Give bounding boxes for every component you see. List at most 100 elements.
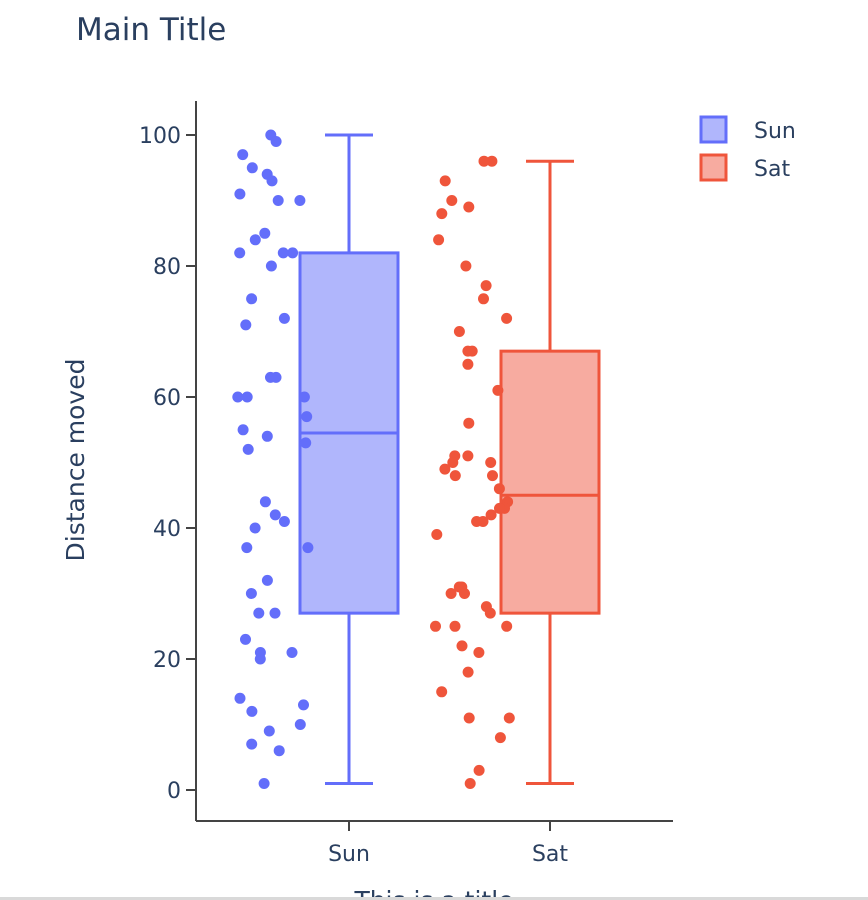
- y-tick-label: 40: [153, 517, 181, 542]
- data-point[interactable]: [485, 509, 497, 521]
- data-point[interactable]: [487, 470, 498, 482]
- data-point[interactable]: [471, 516, 483, 527]
- data-point[interactable]: [278, 312, 290, 324]
- data-point[interactable]: [234, 188, 246, 200]
- data-point[interactable]: [456, 640, 468, 652]
- data-point[interactable]: [254, 653, 266, 665]
- data-point[interactable]: [430, 620, 441, 632]
- data-point[interactable]: [277, 247, 289, 259]
- data-point[interactable]: [460, 260, 472, 272]
- data-point[interactable]: [246, 705, 258, 717]
- data-point[interactable]: [463, 417, 475, 429]
- data-point[interactable]: [278, 516, 290, 527]
- data-point[interactable]: [485, 457, 497, 468]
- data-point[interactable]: [431, 529, 443, 540]
- data-point[interactable]: [294, 719, 306, 730]
- data-point[interactable]: [294, 195, 306, 206]
- data-point[interactable]: [246, 293, 258, 305]
- data-point[interactable]: [253, 607, 265, 619]
- data-point[interactable]: [246, 162, 258, 174]
- legend-item-sun[interactable]: Sun: [699, 115, 796, 144]
- data-point[interactable]: [232, 391, 244, 403]
- legend-item-sat[interactable]: Sat: [699, 153, 790, 182]
- data-point[interactable]: [270, 136, 282, 147]
- data-point[interactable]: [287, 247, 299, 259]
- legend-swatch: [699, 115, 728, 144]
- data-point[interactable]: [286, 647, 298, 658]
- data-point[interactable]: [446, 195, 458, 206]
- data-point[interactable]: [459, 588, 470, 599]
- data-point[interactable]: [240, 633, 251, 645]
- data-point[interactable]: [241, 391, 253, 403]
- y-tick-label: 60: [153, 386, 181, 411]
- window-bottom-edge: [0, 897, 868, 900]
- data-point[interactable]: [464, 778, 476, 789]
- data-point[interactable]: [241, 542, 253, 554]
- data-point[interactable]: [478, 293, 489, 305]
- data-point[interactable]: [439, 463, 451, 475]
- data-point[interactable]: [234, 247, 246, 259]
- data-point[interactable]: [449, 470, 461, 482]
- data-point[interactable]: [462, 358, 474, 370]
- data-point[interactable]: [263, 725, 275, 737]
- data-point[interactable]: [259, 496, 271, 508]
- data-point[interactable]: [237, 149, 249, 161]
- data-point[interactable]: [494, 502, 505, 514]
- data-point[interactable]: [473, 764, 485, 776]
- y-tick-label: 80: [153, 255, 181, 280]
- data-point[interactable]: [473, 647, 485, 658]
- data-point[interactable]: [242, 443, 254, 455]
- data-point[interactable]: [439, 175, 451, 187]
- data-point[interactable]: [301, 411, 313, 423]
- data-point[interactable]: [462, 666, 474, 678]
- data-point[interactable]: [237, 424, 249, 436]
- x-tick-label: Sat: [532, 842, 568, 867]
- data-point[interactable]: [298, 391, 310, 403]
- data-point[interactable]: [447, 457, 459, 468]
- data-point[interactable]: [272, 195, 284, 206]
- data-point[interactable]: [484, 607, 496, 619]
- series-sat: [430, 155, 601, 789]
- data-point[interactable]: [501, 620, 513, 632]
- data-point[interactable]: [249, 522, 261, 534]
- data-point[interactable]: [453, 326, 465, 337]
- data-point[interactable]: [240, 319, 252, 331]
- data-point[interactable]: [462, 450, 474, 462]
- data-point[interactable]: [246, 738, 258, 750]
- data-point[interactable]: [463, 201, 475, 213]
- data-point[interactable]: [273, 745, 285, 757]
- data-point[interactable]: [302, 542, 314, 554]
- data-point[interactable]: [261, 574, 273, 586]
- data-point[interactable]: [466, 345, 478, 357]
- data-point[interactable]: [445, 588, 457, 599]
- data-point[interactable]: [249, 234, 261, 246]
- data-point[interactable]: [480, 280, 492, 292]
- data-point[interactable]: [493, 483, 505, 495]
- data-point[interactable]: [258, 778, 270, 789]
- data-point[interactable]: [463, 712, 475, 724]
- data-point[interactable]: [503, 712, 515, 724]
- data-point[interactable]: [436, 686, 448, 698]
- data-point[interactable]: [269, 509, 281, 521]
- data-point[interactable]: [494, 732, 506, 744]
- data-point[interactable]: [265, 371, 276, 383]
- data-point[interactable]: [259, 227, 271, 239]
- data-point[interactable]: [478, 155, 490, 167]
- data-point[interactable]: [265, 260, 277, 272]
- data-point[interactable]: [436, 208, 448, 220]
- data-point[interactable]: [300, 437, 312, 449]
- data-point[interactable]: [245, 588, 257, 599]
- data-point[interactable]: [492, 384, 504, 396]
- data-point[interactable]: [266, 175, 278, 187]
- data-point[interactable]: [261, 430, 273, 442]
- legend[interactable]: Sun Sat: [699, 115, 796, 182]
- data-point[interactable]: [234, 692, 246, 704]
- data-point[interactable]: [449, 620, 461, 632]
- data-point[interactable]: [486, 155, 498, 167]
- y-axis-title: Distance moved: [61, 359, 90, 562]
- data-point[interactable]: [298, 699, 309, 711]
- data-point[interactable]: [269, 607, 281, 619]
- data-point[interactable]: [501, 312, 513, 324]
- box-iqr[interactable]: [499, 349, 601, 615]
- data-point[interactable]: [433, 234, 445, 246]
